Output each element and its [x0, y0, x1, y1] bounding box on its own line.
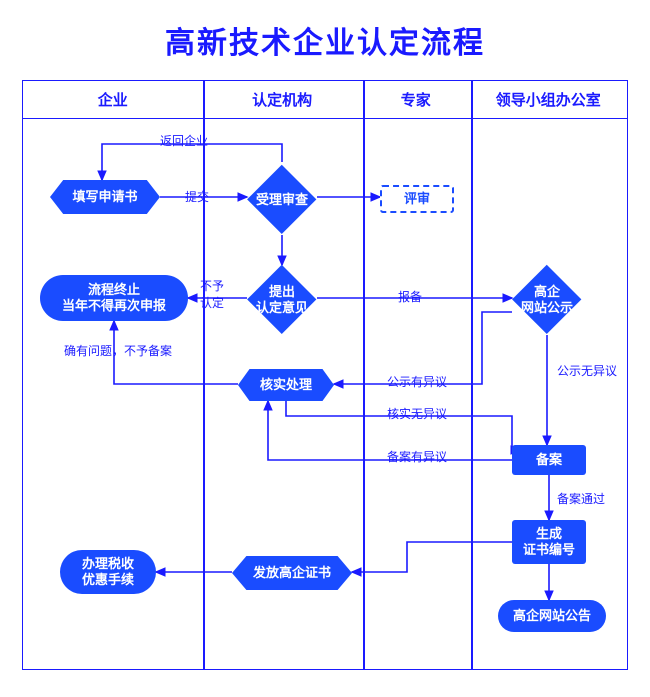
- node-n5: 提出认定意见: [247, 265, 317, 335]
- edge-label-e1: 提交: [185, 188, 209, 205]
- column-header-c4: 领导小组办公室: [470, 81, 627, 118]
- edge-label-e7: 公示有异议: [387, 373, 447, 390]
- edge-label-e9: 核实无异议: [387, 405, 447, 422]
- node-n7: 核实处理: [238, 369, 334, 401]
- column-header-c1: 企业: [23, 81, 202, 118]
- node-n6: 高企网站公示: [512, 265, 582, 335]
- edge-label-e12: 备案通过: [557, 490, 605, 507]
- edge-label-e8: 公示无异议: [557, 362, 617, 379]
- column-header-c2: 认定机构: [202, 81, 361, 118]
- edge-label-e5: 不予认定: [200, 277, 224, 311]
- node-n3: 评审: [380, 185, 454, 213]
- node-n11: 办理税收优惠手续: [60, 550, 156, 594]
- node-n12: 高企网站公告: [498, 600, 606, 632]
- node-n2: 受理审查: [247, 165, 317, 235]
- node-n8: 备案: [512, 445, 586, 475]
- edge-label-e11: 备案有异议: [387, 448, 447, 465]
- node-n10: 发放高企证书: [232, 556, 352, 590]
- edge-label-e6: 报备: [398, 288, 422, 305]
- node-n4: 流程终止当年不得再次申报: [40, 275, 188, 321]
- node-n1: 填写申请书: [50, 180, 160, 214]
- column-divider: [471, 81, 473, 669]
- page-title: 高新技术企业认定流程: [0, 0, 650, 74]
- edge-label-e10: 确有问题，不予备案: [64, 342, 172, 359]
- column-headers: 企业认定机构专家领导小组办公室: [23, 81, 627, 119]
- column-divider: [363, 81, 365, 669]
- edge-label-e2: 返回企业: [160, 132, 208, 149]
- node-n9: 生成证书编号: [512, 520, 586, 564]
- column-divider: [203, 81, 205, 669]
- column-header-c3: 专家: [362, 81, 470, 118]
